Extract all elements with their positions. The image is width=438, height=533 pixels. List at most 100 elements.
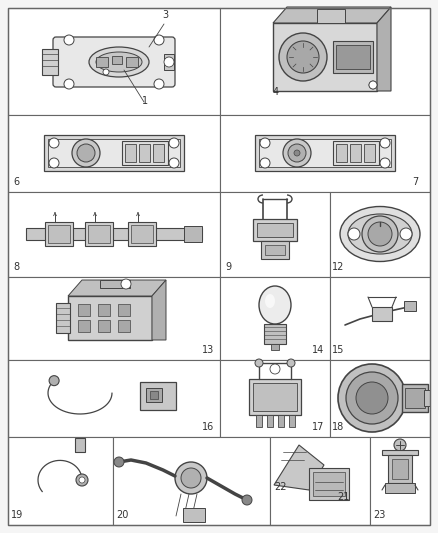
Circle shape <box>79 477 85 483</box>
Bar <box>253 219 297 241</box>
Text: 23: 23 <box>373 510 385 520</box>
Circle shape <box>49 158 59 168</box>
Bar <box>313 472 345 496</box>
Bar <box>261 241 289 259</box>
Polygon shape <box>152 280 166 340</box>
Circle shape <box>154 79 164 89</box>
Bar <box>122 141 168 165</box>
Bar <box>8 437 113 525</box>
Bar <box>267 415 273 427</box>
Bar <box>48 225 70 243</box>
Bar <box>183 508 205 522</box>
Text: 7: 7 <box>412 177 418 187</box>
Circle shape <box>380 138 390 148</box>
Bar <box>113 437 270 525</box>
Circle shape <box>114 457 124 467</box>
Bar <box>350 144 361 162</box>
Circle shape <box>287 359 295 367</box>
Bar <box>278 415 284 427</box>
Ellipse shape <box>265 294 275 308</box>
Circle shape <box>181 468 201 488</box>
Bar <box>140 382 176 410</box>
Bar <box>256 415 262 427</box>
Circle shape <box>369 81 377 89</box>
Bar <box>372 307 392 321</box>
Bar <box>88 225 110 243</box>
Polygon shape <box>377 7 391 91</box>
Circle shape <box>368 222 392 246</box>
Bar <box>424 390 430 406</box>
Bar <box>85 222 113 246</box>
Text: 6: 6 <box>13 177 19 187</box>
Circle shape <box>294 150 300 156</box>
Bar <box>150 391 158 399</box>
Text: 17: 17 <box>312 422 325 432</box>
Bar <box>100 280 130 288</box>
Ellipse shape <box>89 47 149 77</box>
Bar <box>98 304 110 316</box>
Bar <box>56 303 70 333</box>
Text: 19: 19 <box>11 510 23 520</box>
Text: 21: 21 <box>337 492 350 502</box>
Bar <box>75 438 85 452</box>
Circle shape <box>288 144 306 162</box>
Bar <box>220 192 330 277</box>
Bar <box>220 277 330 360</box>
Circle shape <box>64 35 74 45</box>
Polygon shape <box>274 445 324 490</box>
Bar <box>220 115 430 192</box>
Bar <box>270 437 370 525</box>
Ellipse shape <box>348 214 412 254</box>
Circle shape <box>175 462 207 494</box>
Text: 8: 8 <box>13 262 19 272</box>
Circle shape <box>380 158 390 168</box>
Bar <box>131 225 153 243</box>
Circle shape <box>348 228 360 240</box>
FancyBboxPatch shape <box>53 37 175 87</box>
Bar <box>404 301 416 311</box>
Bar <box>402 384 428 412</box>
Bar <box>370 437 430 525</box>
Bar <box>271 344 279 350</box>
Bar <box>330 360 430 437</box>
Bar <box>8 115 220 192</box>
Polygon shape <box>273 7 391 23</box>
Bar <box>257 223 293 237</box>
Circle shape <box>121 279 131 289</box>
Text: 15: 15 <box>332 345 344 355</box>
Bar <box>68 296 152 340</box>
Bar <box>146 388 162 402</box>
Bar <box>48 139 180 167</box>
Bar <box>255 135 395 171</box>
Bar <box>45 222 73 246</box>
Text: 9: 9 <box>225 262 231 272</box>
Ellipse shape <box>340 206 420 262</box>
Bar <box>259 139 391 167</box>
Circle shape <box>76 474 88 486</box>
Circle shape <box>154 35 164 45</box>
Text: 16: 16 <box>202 422 214 432</box>
Bar <box>118 304 130 316</box>
Bar <box>220 360 330 437</box>
Bar <box>42 49 58 75</box>
Bar <box>78 320 90 332</box>
Text: 4: 4 <box>273 87 279 97</box>
Circle shape <box>356 382 388 414</box>
Bar <box>8 360 220 437</box>
Circle shape <box>260 158 270 168</box>
Bar <box>330 277 430 360</box>
Circle shape <box>242 495 252 505</box>
Text: 20: 20 <box>116 510 128 520</box>
Circle shape <box>362 216 398 252</box>
Bar <box>385 483 415 493</box>
Circle shape <box>369 81 377 89</box>
Text: 14: 14 <box>312 345 324 355</box>
Bar <box>289 415 295 427</box>
Bar <box>78 304 90 316</box>
Circle shape <box>270 364 280 374</box>
Bar <box>220 8 430 115</box>
Circle shape <box>169 158 179 168</box>
Circle shape <box>394 439 406 451</box>
Bar <box>333 141 379 165</box>
Bar <box>184 226 202 242</box>
